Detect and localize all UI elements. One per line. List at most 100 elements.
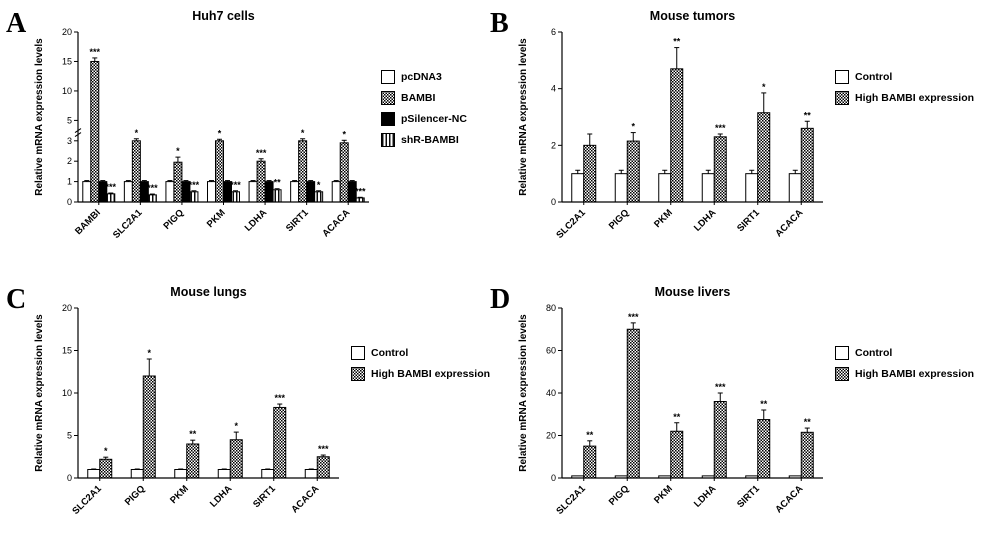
x-tick-label: SLC2A1 [70,483,104,517]
bar [189,191,199,203]
bar [757,419,771,479]
x-tick-label: PKM [205,207,228,230]
significance-marker: ** [673,412,681,422]
bar [583,144,597,203]
bar [106,193,116,203]
bar [130,469,144,479]
bar [99,458,113,479]
panel-c-letter: C [6,284,27,315]
legend-swatch-stripes [381,133,395,147]
panel-a-legend: pcDNA3 BAMBI pSilencer-NC shR-BAMBI [381,70,467,147]
significance-marker: * [317,180,321,190]
legend-item-pcdna3: pcDNA3 [381,70,467,84]
legend-label: High BAMBI expression [855,92,975,104]
significance-marker: * [234,421,238,431]
significance-marker: *** [189,180,200,190]
y-axis-label: Relative mRNA expression levels [518,314,529,472]
chart-title: Huh7 cells [192,9,255,23]
bar [186,443,200,479]
bar [229,439,243,479]
bar [626,140,640,203]
significance-marker: *** [274,393,285,403]
significance-marker: ** [804,417,812,427]
bar [142,375,156,479]
legend-label: High BAMBI expression [855,368,975,380]
y-tick-label: 20 [62,27,72,37]
y-tick-label: 10 [62,86,72,96]
legend-item-psilencer-nc: pSilencer-NC [381,112,467,126]
y-tick-label: 0 [67,473,72,483]
y-tick-label: 80 [546,303,556,313]
legend-swatch-checker [835,367,849,381]
legend-item-high-bambi-expression: High BAMBI expression [351,367,490,381]
bar [173,161,183,203]
x-tick-label: SIRT1 [251,483,278,510]
bar [670,430,684,479]
y-tick-label: 10 [62,388,72,398]
legend-item-control: Control [351,346,490,360]
y-tick-label: 15 [62,56,72,66]
panel-c-chart: * SLC2A1 * PIGQ ** PKM * LDHA *** SIRT1 *** ACACA 0 5… [34,285,339,517]
legend-swatch-checker [835,91,849,105]
bar [231,191,240,203]
bar [713,401,727,479]
legend-label: Control [855,347,893,359]
bar [745,173,759,203]
significance-marker: *** [256,148,267,158]
x-tick-label: SLC2A1 [554,483,588,517]
bar [355,197,365,203]
y-axis-label: Relative mRNA expression levels [518,38,529,196]
bar [215,140,224,203]
panel-b-letter: B [490,8,509,39]
bar [298,140,308,203]
y-axis-label: Relative mRNA expression levels [34,314,45,472]
significance-marker: ** [586,430,594,440]
significance-marker: * [762,82,766,92]
legend-item-control: Control [835,346,974,360]
significance-marker: * [104,446,108,456]
significance-marker: ** [189,429,197,439]
significance-marker: ** [804,110,812,120]
significance-marker: * [631,122,635,132]
legend-item-high-bambi-expression: High BAMBI expression [835,367,974,381]
significance-marker: ** [274,178,282,188]
x-tick-label: PIGQ [607,207,632,232]
bar [290,181,300,203]
bar [614,173,628,203]
x-tick-label: ACACA [289,483,321,515]
bar [658,173,672,203]
bar [256,160,266,203]
panel-c-legend: Control High BAMBI expression [351,346,490,381]
significance-marker: *** [106,182,117,192]
bar [701,173,715,203]
y-tick-label: 20 [62,303,72,313]
significance-marker: ** [760,399,768,409]
x-tick-label: SIRT1 [735,483,762,510]
significance-marker: *** [628,312,639,322]
panel-c: C * SLC2A1 * PIGQ ** PKM * LDHA *** SIRT1 *** ACACA… [6,282,490,540]
legend-item-high-bambi-expression: High BAMBI expression [835,91,974,105]
chart-title: Mouse tumors [650,9,735,23]
y-tick-label: 20 [546,431,556,441]
significance-marker: * [301,128,305,138]
significance-marker: * [342,129,346,139]
legend-label: High BAMBI expression [371,368,491,380]
bar [339,142,349,203]
legend-swatch-white [351,346,365,360]
significance-marker: *** [147,183,158,193]
x-tick-label: LDHA [208,483,235,510]
y-tick-label: 0 [551,473,556,483]
bar [800,431,814,479]
x-tick-label: PKM [168,483,191,506]
legend-label: shR-BAMBI [401,134,459,146]
x-tick-label: PKM [652,207,675,230]
x-tick-label: PIGQ [607,483,632,508]
bar [82,181,92,203]
bar [264,181,274,203]
legend-item-shr-bambi: shR-BAMBI [381,133,467,147]
y-tick-label: 5 [67,115,72,125]
legend-label: BAMBI [401,92,436,104]
legend-swatch-white [835,70,849,84]
panel-b: B SLC2A1 * PIGQ ** PKM *** LDHA * SIRT1 ** ACACA 0 2… [490,6,974,264]
